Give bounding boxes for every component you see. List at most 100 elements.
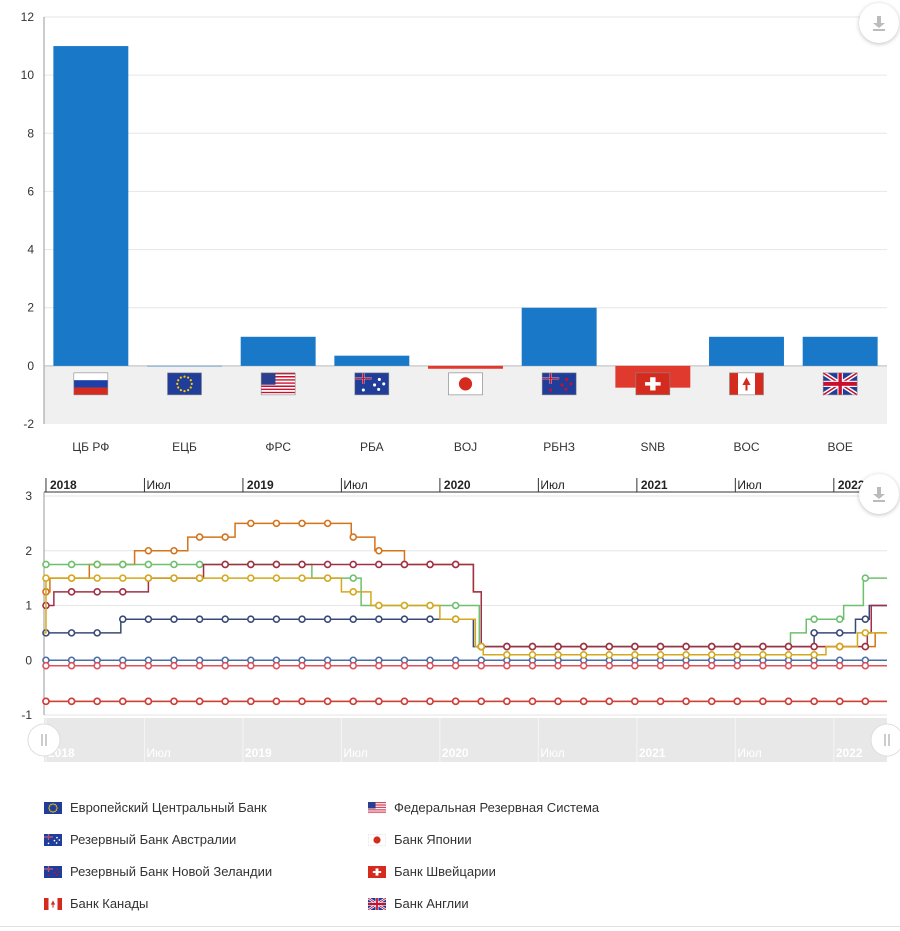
y-tick-label: 0 <box>27 359 34 373</box>
download-icon <box>873 16 885 31</box>
data-point <box>195 533 204 541</box>
legend-item[interactable]: Банк Англии <box>368 896 469 911</box>
x-tick-label: Июл <box>737 478 761 492</box>
legend-item[interactable]: Резервный Банк Австралии <box>44 832 236 847</box>
navigator-label: Июл <box>146 746 170 760</box>
x-tick-label: 2018 <box>50 478 77 492</box>
bar[interactable] <box>709 336 784 366</box>
series-0[interactable] <box>42 656 887 665</box>
data-point <box>118 615 127 623</box>
data-point <box>247 519 255 528</box>
series-7[interactable] <box>42 574 887 659</box>
data-point <box>810 650 818 659</box>
y-tick-label: 2 <box>25 544 32 558</box>
x-tick-label: РБА <box>360 440 384 454</box>
data-point <box>272 560 281 569</box>
data-point <box>451 697 460 706</box>
series-5[interactable] <box>42 697 887 706</box>
data-point <box>835 629 844 637</box>
data-point <box>554 650 562 659</box>
data-point <box>247 560 255 569</box>
data-point <box>477 661 486 670</box>
y-tick-label: 8 <box>27 126 34 140</box>
y-tick-label: 4 <box>27 243 34 257</box>
flag-ru-icon <box>73 372 109 396</box>
data-point <box>298 560 306 569</box>
data-point <box>451 601 460 610</box>
data-point <box>298 697 306 706</box>
data-point <box>605 650 614 659</box>
data-point <box>323 615 332 623</box>
legend-item[interactable]: Банк Канады <box>44 896 148 911</box>
data-point <box>733 650 742 659</box>
navigator-label: 2021 <box>639 746 666 760</box>
bar-chart: -2 0 2 4 6 8 10 12 ЦБ РФ ЕЦБ ФРС РБА BOJ РБНЗ SNB BOC BO… <box>21 10 887 454</box>
bar[interactable] <box>240 336 316 366</box>
data-point <box>144 574 153 582</box>
bar[interactable] <box>428 365 503 369</box>
data-point <box>221 661 230 670</box>
data-point <box>247 661 255 670</box>
data-point <box>118 588 127 596</box>
x-tick-label: 2019 <box>247 478 274 492</box>
data-point <box>631 697 639 706</box>
bar[interactable] <box>147 365 222 367</box>
data-point <box>759 650 767 659</box>
data-point <box>195 661 204 670</box>
data-point <box>579 697 588 706</box>
data-point <box>93 574 101 582</box>
data-point <box>579 642 588 651</box>
x-tick-label: BOE <box>827 440 852 454</box>
flag-us-icon <box>260 372 296 396</box>
legend-item[interactable]: Резервный Банк Новой Зеландии <box>44 864 272 879</box>
legend-label: Федеральная Резервная Система <box>394 800 600 815</box>
x-tick-label: Июл <box>343 478 367 492</box>
data-point <box>631 661 639 670</box>
navigator-band[interactable] <box>44 718 887 762</box>
navigator-label: 2020 <box>442 746 469 760</box>
series-1[interactable] <box>42 519 887 651</box>
data-point <box>42 661 50 670</box>
data-point <box>375 697 383 706</box>
data-point <box>477 642 486 651</box>
data-point <box>400 697 409 706</box>
legend-label: Банк Швейцарии <box>394 864 496 879</box>
y-tick-label: -2 <box>23 417 34 431</box>
flag-gb-icon <box>368 897 386 910</box>
data-point <box>323 661 332 670</box>
data-point <box>375 615 383 623</box>
legend-item[interactable]: Банк Швейцарии <box>368 864 496 879</box>
x-tick-label: РБНЗ <box>543 440 575 454</box>
series-3[interactable] <box>42 661 887 670</box>
data-point <box>759 697 767 706</box>
data-point <box>605 642 614 651</box>
data-point <box>144 546 153 555</box>
x-tick-label: 2020 <box>444 478 471 492</box>
legend-item[interactable]: Федеральная Резервная Система <box>368 800 599 815</box>
bar[interactable] <box>334 355 410 366</box>
data-point <box>810 697 818 706</box>
flag-ch-icon <box>635 372 671 396</box>
legend-item[interactable]: Банк Японии <box>368 832 472 847</box>
legend-item[interactable]: Европейский Центральный Банк <box>44 800 267 815</box>
x-tick-label: Июл <box>146 478 170 492</box>
data-point <box>298 574 306 582</box>
series-2[interactable] <box>42 604 887 651</box>
download-button-top[interactable] <box>859 3 899 43</box>
data-point <box>682 661 690 670</box>
data-point <box>298 519 306 528</box>
bar[interactable] <box>53 46 129 366</box>
data-point <box>349 588 358 596</box>
navigator-handle-right[interactable] <box>870 723 900 757</box>
data-point <box>503 642 511 651</box>
navigator-handle-left[interactable] <box>27 723 61 757</box>
data-point <box>247 697 255 706</box>
data-point <box>426 615 434 623</box>
download-button-bottom[interactable] <box>859 474 899 514</box>
bar[interactable] <box>521 307 597 366</box>
bar[interactable] <box>802 336 878 366</box>
data-point <box>67 560 76 569</box>
data-point <box>67 629 76 637</box>
data-point <box>118 574 127 582</box>
data-point <box>784 697 793 706</box>
